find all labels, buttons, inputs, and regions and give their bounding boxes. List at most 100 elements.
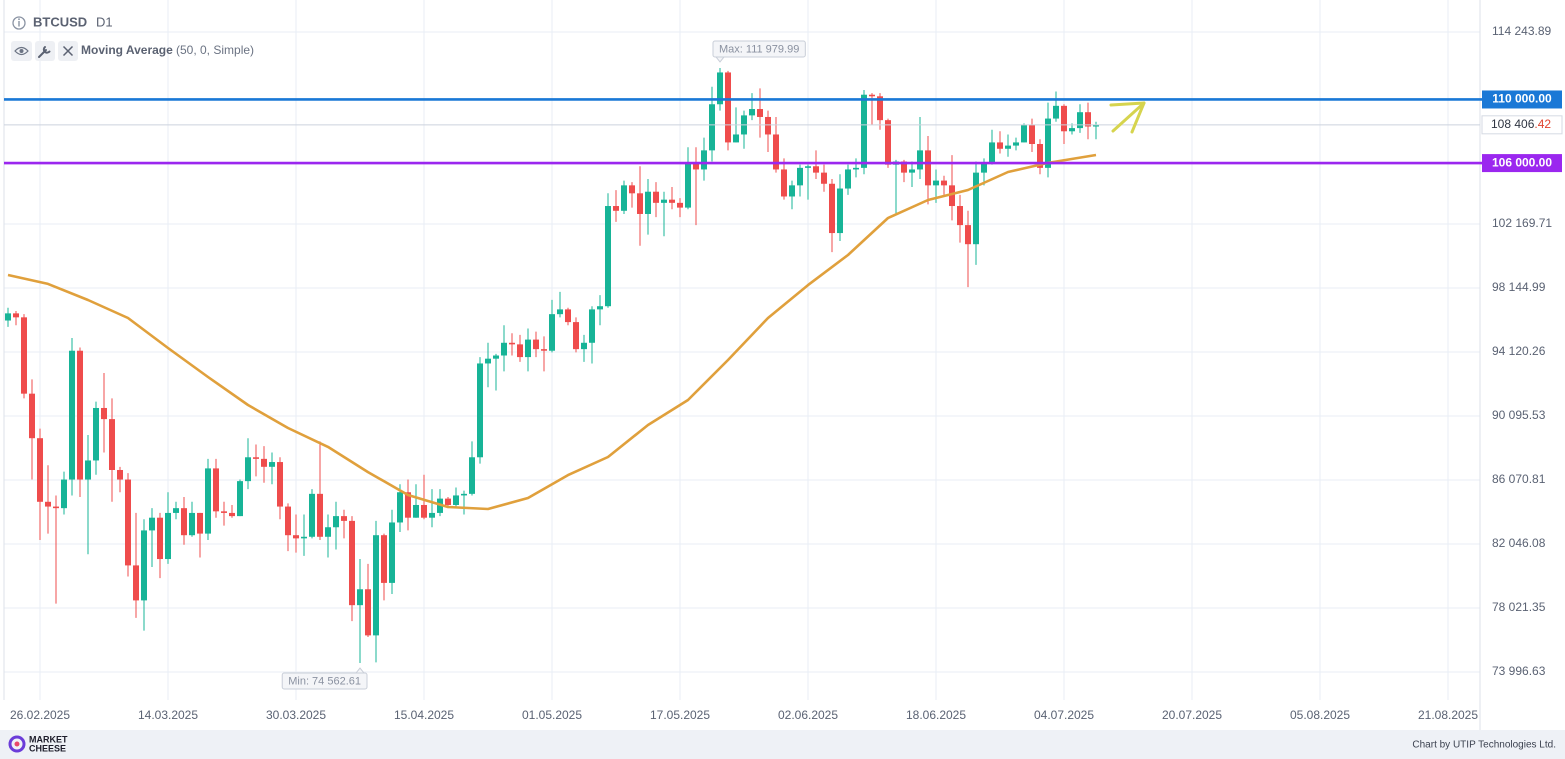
candle-body xyxy=(861,94,867,168)
x-tick-label: 21.08.2025 xyxy=(1418,708,1478,722)
indicator-name: Moving Average xyxy=(81,43,173,57)
header: BTCUSD D1 Moving Average (50, 0, Simple) xyxy=(11,14,254,61)
timeframe: D1 xyxy=(96,14,113,29)
candle-body xyxy=(5,313,11,321)
y-tick-label: 98 144.99 xyxy=(1492,280,1546,294)
candle-body xyxy=(461,493,467,496)
candle-body xyxy=(85,460,91,480)
annotation-label: Max: 111 979.99 xyxy=(719,43,799,55)
y-tick-label: 114 243.89 xyxy=(1492,24,1551,38)
x-tick-label: 01.05.2025 xyxy=(522,708,582,722)
candle-body xyxy=(93,407,99,461)
candle-body xyxy=(685,163,691,208)
candle-body xyxy=(245,457,251,482)
candle-body xyxy=(21,317,27,394)
candle-body xyxy=(325,527,331,537)
candle-body xyxy=(1053,105,1059,119)
candle-body xyxy=(573,322,579,350)
candle-body xyxy=(301,536,307,539)
candle-body xyxy=(733,134,739,143)
candle-body xyxy=(101,407,107,420)
candle-body xyxy=(525,339,531,358)
credit: Chart by UTIP Technologies Ltd. xyxy=(1412,740,1556,751)
candle-body xyxy=(693,163,699,170)
candle-body xyxy=(509,342,515,345)
candle-body xyxy=(653,191,659,203)
candle-body xyxy=(165,512,171,560)
candle-body xyxy=(837,188,843,234)
candle-body xyxy=(781,169,787,197)
y-tick-label: 102 169.71 xyxy=(1492,216,1552,230)
candle-body xyxy=(429,512,435,518)
candle-body xyxy=(237,481,243,517)
candle-body xyxy=(1069,128,1075,132)
candle-body xyxy=(1093,124,1099,127)
x-tick-label: 15.04.2025 xyxy=(394,708,454,722)
candle-body xyxy=(717,72,723,105)
candle-body xyxy=(989,142,995,164)
candle-body xyxy=(421,504,427,518)
candle-body xyxy=(213,468,219,512)
candle-body xyxy=(797,167,803,186)
candle-body xyxy=(757,109,763,117)
candle-body xyxy=(29,393,35,439)
candle-body xyxy=(765,116,771,135)
candle-body xyxy=(597,306,603,310)
annotation-box xyxy=(712,40,806,58)
candle-body xyxy=(125,479,131,566)
candle-body xyxy=(141,530,147,601)
candle-body xyxy=(445,498,451,505)
y-tick-label: 73 996.63 xyxy=(1492,664,1546,678)
candle-body xyxy=(53,506,59,509)
candle-body xyxy=(853,167,859,170)
annotation-pointer xyxy=(354,667,366,674)
candle-body xyxy=(373,535,379,636)
candle-body xyxy=(413,504,419,518)
candle-body xyxy=(965,225,971,245)
candle-body xyxy=(1085,112,1091,127)
candle-body xyxy=(37,438,43,502)
candle-body xyxy=(1061,105,1067,132)
candle-body xyxy=(1045,118,1051,168)
candle-body xyxy=(773,134,779,170)
level-label: 106 000.00 xyxy=(1492,155,1552,169)
info-icon[interactable] xyxy=(12,16,26,30)
candle-body xyxy=(493,355,499,359)
candle-body xyxy=(949,185,955,207)
candle-body xyxy=(829,183,835,234)
annotation-pointer xyxy=(714,56,726,63)
extreme-annotation: Min: 74 562.61 xyxy=(281,667,368,690)
candle-body xyxy=(749,109,755,116)
candle-body xyxy=(925,150,931,186)
candle-body xyxy=(845,169,851,189)
indicator-params: (50, 0, Simple) xyxy=(176,43,254,57)
logo-text: CHEESE xyxy=(29,743,66,753)
candle-body xyxy=(197,512,203,534)
candle-body xyxy=(501,342,507,356)
candle-body xyxy=(357,589,363,606)
candle-body xyxy=(813,166,819,173)
candle-body xyxy=(661,199,667,203)
candle-body xyxy=(381,535,387,583)
candle-body xyxy=(77,350,83,480)
close-icon xyxy=(62,45,74,57)
candle-body xyxy=(589,309,595,343)
x-tick-label: 18.06.2025 xyxy=(906,708,966,722)
candle-body xyxy=(405,492,411,518)
candle-body xyxy=(877,96,883,121)
candle-body xyxy=(109,419,115,470)
candle-body xyxy=(1037,144,1043,168)
x-tick-label: 26.02.2025 xyxy=(10,708,70,722)
x-tick-label: 14.03.2025 xyxy=(138,708,198,722)
logo-icon-dot xyxy=(14,741,20,747)
arrow-head xyxy=(1109,101,1146,134)
candle-body xyxy=(269,462,275,467)
symbol: BTCUSD xyxy=(33,14,87,29)
candle-body xyxy=(285,506,291,536)
arrow-shaft xyxy=(1111,101,1146,133)
x-tick-label: 04.07.2025 xyxy=(1034,708,1094,722)
footer: MARKET CHEESE Chart by UTIP Technologies… xyxy=(0,730,1565,759)
candle-body xyxy=(581,342,587,350)
